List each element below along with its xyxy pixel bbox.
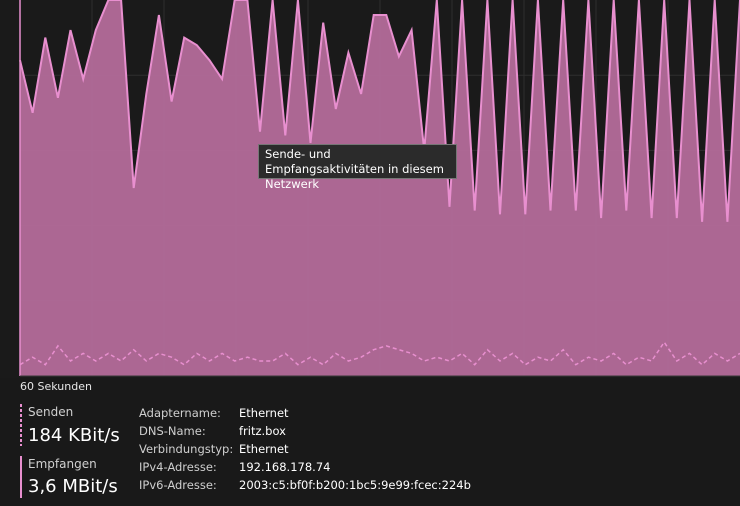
receive-legend-bar xyxy=(20,456,22,498)
ipv4-value: 192.168.178.74 xyxy=(239,460,331,474)
receive-value: 3,6 MBit/s xyxy=(28,476,118,497)
ipv4-key: IPv4-Adresse: xyxy=(139,460,217,474)
adapter-details: Adaptername: Ethernet DNS-Name: fritz.bo… xyxy=(139,404,471,494)
time-span-label: 60 Sekunden xyxy=(20,380,92,393)
send-line xyxy=(19,340,740,366)
dns-name-key: DNS-Name: xyxy=(139,424,206,438)
receive-label: Empfangen xyxy=(28,457,97,471)
ipv6-key: IPv6-Adresse: xyxy=(139,478,217,492)
adapter-name-key: Adaptername: xyxy=(139,406,221,420)
send-label: Senden xyxy=(28,405,74,419)
receive-area xyxy=(20,0,740,376)
throughput-chart-svg xyxy=(19,0,740,377)
throughput-graph: Sende- und Empfangsaktivitäten in diesem… xyxy=(19,0,740,377)
graph-tooltip: Sende- und Empfangsaktivitäten in diesem… xyxy=(258,144,457,191)
adapter-name-value: Ethernet xyxy=(239,406,289,420)
connection-type-key: Verbindungstyp: xyxy=(139,442,234,456)
receive-line xyxy=(19,0,740,222)
connection-type-value: Ethernet xyxy=(239,442,289,456)
send-legend-bar xyxy=(20,404,22,446)
send-value: 184 KBit/s xyxy=(28,425,120,446)
dns-name-value: fritz.box xyxy=(239,424,286,438)
ipv6-value: 2003:c5:bf0f:b200:1bc5:9e99:fcec:224b xyxy=(239,478,471,492)
